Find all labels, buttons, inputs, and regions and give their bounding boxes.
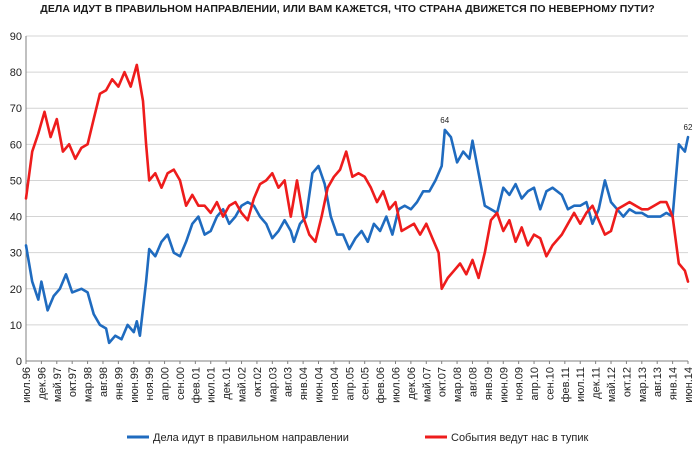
x-tick-label: дек.96 (36, 367, 48, 400)
y-tick-label: 50 (10, 175, 22, 187)
x-tick-label: фев.01 (190, 367, 202, 403)
y-tick-label: 40 (10, 212, 22, 224)
x-tick-label: июн.09 (498, 367, 510, 403)
x-tick-label: июн.04 (314, 367, 326, 403)
legend-label-dead-end: События ведут нас в тупик (451, 432, 588, 444)
x-tick-label: май.12 (606, 367, 618, 402)
x-tick-label: окт.97 (67, 367, 79, 397)
x-tick-label: фев.06 (375, 367, 387, 403)
x-tick-label: ноя.04 (329, 367, 341, 400)
x-tick-label: июн.99 (129, 367, 141, 403)
x-tick-label: июл.11 (575, 367, 587, 402)
x-tick-label: окт.07 (437, 367, 449, 397)
x-tick-label: ноя.09 (514, 367, 526, 400)
x-tick-label: мар.98 (83, 367, 95, 402)
series-line-right-direction (24, 128, 690, 345)
x-tick-label: июл.96 (21, 367, 33, 403)
series-line-dead-end (24, 63, 690, 291)
x-tick-label: апр.05 (344, 367, 356, 400)
data-label: 62 (684, 123, 693, 132)
x-tick-label: ноя.99 (144, 367, 156, 400)
x-tick-label: мар.13 (637, 367, 649, 402)
chart-title: ДЕЛА ИДУТ В ПРАВИЛЬНОМ НАПРАВЛЕНИИ, ИЛИ … (40, 3, 655, 15)
x-tick-label: авг.13 (652, 367, 664, 397)
legend-label-right-direction: Дела идут в правильном направлении (153, 432, 349, 444)
x-tick-label: сен.10 (544, 367, 556, 400)
x-tick-label: мар.08 (452, 367, 464, 402)
x-tick-label: фев.11 (560, 367, 572, 403)
x-tick-label: дек.06 (406, 367, 418, 400)
data-label: 64 (440, 116, 449, 125)
x-tick-label: июл.06 (390, 367, 402, 403)
x-tick-label: янв.09 (483, 367, 495, 400)
x-tick-label: янв.99 (113, 367, 125, 400)
x-tick-label: апр.00 (160, 367, 172, 400)
x-tick-label: окт.12 (621, 367, 633, 397)
x-tick-label: май.07 (421, 367, 433, 402)
x-tick-label: авг.08 (467, 367, 479, 397)
x-tick-label: авг.98 (98, 367, 110, 397)
x-tick-label: авг.03 (283, 367, 295, 397)
x-tick-label: июн.14 (683, 367, 695, 403)
x-tick-label: мар.03 (267, 367, 279, 402)
x-tick-label: июл.01 (206, 367, 218, 403)
y-tick-label: 20 (10, 284, 22, 296)
x-tick-label: апр.10 (529, 367, 541, 400)
y-tick-label: 10 (10, 320, 22, 332)
x-tick-label: май.97 (52, 367, 64, 402)
x-tick-label: дек.01 (221, 367, 233, 400)
y-tick-label: 80 (10, 67, 22, 79)
x-tick-label: дек.11 (591, 367, 603, 399)
x-tick-label: май.02 (237, 367, 249, 402)
y-tick-label: 60 (10, 139, 22, 151)
x-tick-label: окт.02 (252, 367, 264, 397)
x-tick-label: янв.14 (668, 367, 680, 400)
x-tick-label: янв.04 (298, 367, 310, 400)
y-tick-label: 30 (10, 248, 22, 260)
x-tick-label: сен.05 (360, 367, 372, 400)
y-tick-label: 90 (10, 31, 22, 43)
y-tick-label: 0 (16, 356, 22, 368)
x-tick-label: сен.00 (175, 367, 187, 400)
y-tick-label: 70 (10, 103, 22, 115)
